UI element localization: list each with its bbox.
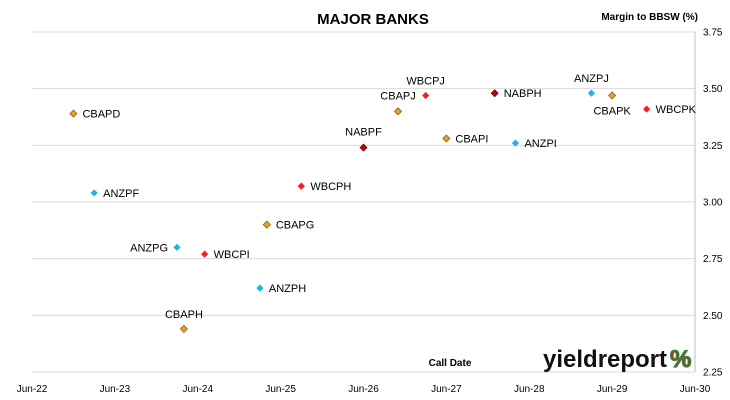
y-tick-label: 3.75 [703, 28, 723, 39]
brand-logo-mark: % [670, 346, 691, 373]
data-point-anzph [256, 284, 264, 292]
y-tick-label: 3.00 [703, 198, 723, 209]
point-label-anzpi: ANZPI [524, 138, 556, 150]
data-point-anzpj [587, 89, 596, 97]
point-label-anzpf: ANZPF [103, 188, 139, 200]
x-tick-label: Jun-27 [431, 384, 462, 395]
data-point-anzpi [511, 139, 520, 147]
brand-logo-main: yieldreport [543, 346, 667, 373]
point-label-cbapd: CBAPD [82, 109, 120, 121]
data-point-cbapj [394, 107, 403, 116]
axis-ticks: 2.25 2.50 2.75 3.00 3.25 3.50 3.75 Jun-22 Jun-23… [17, 28, 723, 396]
y-tick-label: 2.25 [703, 368, 723, 379]
point-label-cbapg: CBAPG [276, 220, 315, 232]
y-tick-label: 2.50 [703, 311, 723, 322]
x-tick-label: Jun-30 [680, 384, 711, 395]
data-point-anzpg [173, 243, 181, 251]
point-label-wbcpk: WBCPK [656, 104, 697, 116]
x-tick-label: Jun-23 [100, 384, 131, 395]
x-tick-label: Jun-29 [597, 384, 628, 395]
x-tick-label: Jun-28 [514, 384, 545, 395]
brand-logo-text: yieldreport% [543, 346, 691, 373]
data-point-wbcph [297, 182, 305, 190]
brand-logo: yieldreport% [543, 345, 692, 373]
y-tick-label: 2.75 [703, 254, 723, 265]
data-point-wbcpk [643, 105, 651, 113]
point-labels: CBAPD ANZPF ANZPG CBAPH WBCPI ANZPH CBAPG WBCPH… [82, 73, 696, 321]
data-point-nabph [490, 89, 499, 98]
point-label-wbcpi: WBCPI [214, 249, 250, 261]
point-label-anzpj: ANZPJ [574, 73, 609, 85]
data-point-wbcpj [422, 91, 430, 100]
x-tick-label: Jun-24 [182, 384, 213, 395]
point-label-wbcph: WBCPH [310, 181, 351, 193]
point-label-cbapj: CBAPJ [380, 90, 415, 102]
data-point-cbapg [262, 220, 271, 229]
point-label-anzph: ANZPH [269, 283, 306, 295]
point-label-wbcpj: WBCPJ [406, 75, 445, 87]
x-tick-label: Jun-25 [265, 384, 296, 395]
data-point-cbapk [608, 91, 617, 100]
x-tick-label: Jun-22 [17, 384, 48, 395]
data-point-anzpf [90, 189, 98, 197]
data-point-cbapd [69, 109, 78, 118]
data-point-cbapi [442, 134, 451, 143]
data-point-nabpf [359, 143, 368, 152]
point-label-nabph: NABPH [504, 88, 542, 100]
chart-title: MAJOR BANKS [317, 11, 429, 28]
data-points [69, 89, 651, 333]
y-axis-label: Margin to BBSW (%) [601, 12, 698, 23]
data-point-wbcpi [201, 250, 209, 258]
x-axis-label: Call Date [429, 358, 472, 369]
point-label-anzpg: ANZPG [130, 242, 168, 254]
point-label-nabpf: NABPF [345, 127, 382, 139]
point-label-cbapi: CBAPI [455, 134, 488, 146]
y-tick-label: 3.50 [703, 84, 723, 95]
data-point-cbaph [179, 324, 188, 333]
y-tick-label: 3.25 [703, 141, 723, 152]
point-label-cbaph: CBAPH [165, 309, 203, 321]
x-tick-label: Jun-26 [348, 384, 379, 395]
point-label-cbapk: CBAPK [593, 105, 631, 117]
